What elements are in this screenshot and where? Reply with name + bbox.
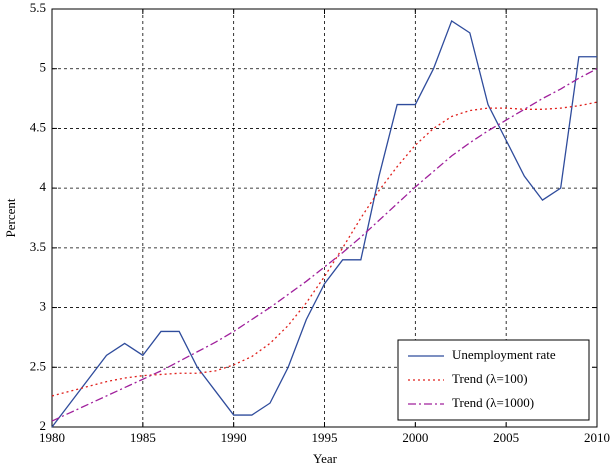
y-tick-label: 3 [40, 299, 47, 314]
legend-label: Trend (λ=1000) [452, 395, 534, 410]
y-axis-label: Percent [3, 198, 18, 237]
line-series [51, 68, 598, 422]
x-tick-label: 1985 [130, 430, 156, 445]
y-tick-label: 3.5 [30, 239, 46, 254]
y-tick-label: 2 [40, 418, 47, 433]
x-tick-label: 2005 [493, 430, 519, 445]
x-tick-label: 1995 [312, 430, 338, 445]
y-tick-label: 4 [40, 179, 47, 194]
y-tick-label: 4.5 [30, 119, 46, 134]
y-tick-label: 5 [40, 60, 47, 75]
y-tick-label: 2.5 [30, 358, 46, 373]
line-series [51, 19, 597, 428]
x-axis-label: Year [313, 451, 338, 466]
x-tick-label: 2000 [402, 430, 428, 445]
y-tick-label: 5.5 [30, 0, 46, 15]
line-series [51, 101, 598, 397]
plot-frame [51, 8, 598, 428]
x-tick-label: 2010 [584, 430, 610, 445]
x-tick-label: 1990 [221, 430, 247, 445]
legend-label: Trend (λ=100) [452, 371, 528, 386]
legend-label: Unemployment rate [452, 347, 556, 362]
x-tick-label: 1980 [39, 430, 65, 445]
